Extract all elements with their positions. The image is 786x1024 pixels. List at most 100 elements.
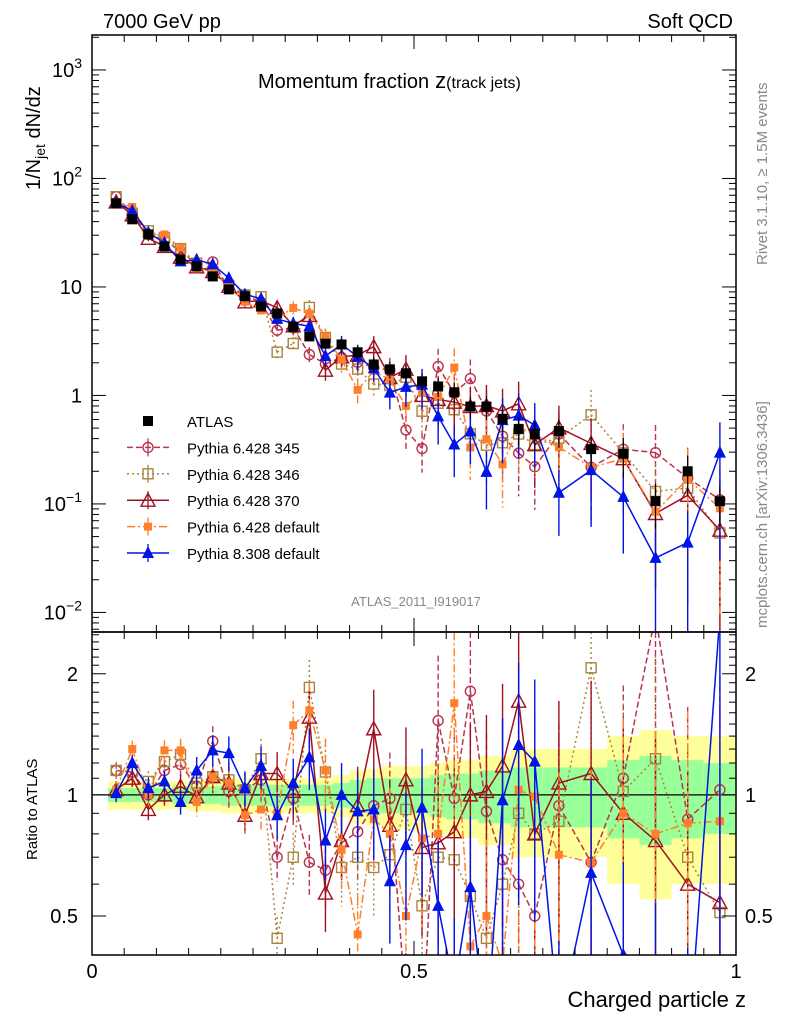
y-tick-label: 103 bbox=[52, 55, 82, 82]
series-pythia-6-428-345-line bbox=[534, 433, 560, 468]
main-plot-frame bbox=[91, 34, 737, 633]
series-pythia-6-428-346-line bbox=[180, 248, 198, 264]
series-pythia-6-428-345-ratio-line bbox=[389, 798, 403, 955]
legend-label: Pythia 6.428 346 bbox=[187, 467, 300, 484]
atlas-data-point bbox=[320, 338, 331, 349]
series-pythia-8-308-default-line bbox=[469, 431, 488, 473]
atlas-data-point bbox=[288, 321, 299, 332]
series-pythia-6-428-370-ratio-line bbox=[389, 779, 407, 826]
series-pythia-6-428-346-ratio-line bbox=[405, 809, 423, 906]
atlas-data-point bbox=[400, 368, 411, 379]
series-pythia-6-428-default-line bbox=[389, 379, 407, 407]
ratio-data-point bbox=[222, 746, 235, 759]
ratio-plot-content bbox=[92, 632, 736, 955]
series-pythia-8-308-default-ratio bbox=[110, 632, 721, 955]
series-pythia-6-428-370-line bbox=[622, 458, 657, 514]
series-pythia-6-428-346-line bbox=[115, 196, 133, 214]
ratio-data-point bbox=[353, 930, 362, 939]
series-pythia-6-428-346-ratio-line bbox=[687, 856, 721, 913]
atlas-data-point bbox=[336, 339, 347, 350]
ratio-y-tick-label-right: 1 bbox=[745, 785, 756, 807]
ratio-data-point bbox=[585, 865, 598, 878]
x-tick-label: 0.5 bbox=[400, 961, 428, 983]
atlas-data-point bbox=[352, 347, 363, 358]
ratio-data-point bbox=[462, 786, 479, 802]
series-pythia-6-428-346-line bbox=[687, 487, 721, 534]
atlas-data-point bbox=[650, 496, 661, 507]
series-pythia-6-428-370-ratio-line bbox=[244, 773, 262, 816]
series-pythia-6-428-default-ratio-line bbox=[558, 854, 592, 864]
series-pythia-6-428-default-ratio-line bbox=[655, 822, 688, 835]
data-point bbox=[353, 385, 362, 394]
ratio-data-point bbox=[321, 766, 330, 775]
series-pythia-6-428-346-ratio-line bbox=[654, 758, 689, 858]
series-pythia-8-308-default-ratio-line bbox=[469, 887, 479, 955]
legend-label: Pythia 6.428 370 bbox=[187, 493, 300, 510]
ratio-data-point bbox=[554, 850, 563, 859]
y-axis-label-main: 1/Njet dN/dz bbox=[23, 86, 48, 190]
series-pythia-6-428-345-ratio-line bbox=[657, 632, 689, 820]
ratio-data-point bbox=[257, 805, 266, 814]
data-point bbox=[448, 437, 461, 450]
series-pythia-6-428-345-line bbox=[421, 366, 439, 449]
series-pythia-6-428-370-ratio-line bbox=[131, 777, 150, 810]
ratio-data-point bbox=[206, 743, 219, 756]
series-pythia-6-428-345-line bbox=[687, 477, 721, 501]
data-point bbox=[399, 379, 412, 392]
legend-entry: Pythia 6.428 370 bbox=[127, 491, 300, 510]
series-pythia-6-428-345-ratio-line bbox=[687, 789, 721, 820]
series-pythia-6-428-346-ratio-line bbox=[453, 859, 472, 897]
ratio-data-point bbox=[224, 779, 233, 788]
x-tick-label: 0 bbox=[86, 961, 97, 983]
series-pythia-6-428-346-ratio-line bbox=[357, 856, 375, 869]
atlas-data-point bbox=[223, 284, 234, 295]
data-point bbox=[126, 203, 139, 216]
legend: ATLAS Pythia 6.428 345 Pythia 6.428 346 Pyt… bbox=[127, 414, 320, 563]
legend-label: ATLAS bbox=[187, 414, 233, 431]
data-point bbox=[222, 271, 235, 284]
series-pythia-8-308-default-ratio-line bbox=[276, 782, 294, 816]
series-pythia-6-428-346-ratio-line bbox=[373, 854, 391, 869]
series-pythia-8-308-default-line bbox=[622, 496, 657, 559]
data-point bbox=[289, 303, 298, 312]
series-pythia-6-428-345-ratio-line bbox=[453, 691, 472, 799]
series-pythia-8-308-default-ratio-line bbox=[405, 807, 423, 846]
ratio-data-point bbox=[126, 756, 139, 769]
series-pythia-8-308-default-ratio-line bbox=[115, 762, 133, 794]
atlas-data-point bbox=[256, 301, 267, 312]
legend-marker bbox=[142, 468, 154, 480]
series-pythia-6-428-345-ratio-line bbox=[116, 769, 133, 773]
ratio-data-point bbox=[416, 800, 429, 813]
series-pythia-6-428-370-ratio-line bbox=[654, 840, 689, 885]
data-point bbox=[446, 393, 463, 409]
ratio-data-point bbox=[268, 765, 286, 781]
atlas-data-point bbox=[529, 429, 540, 440]
series-pythia-8-308-default-ratio-line bbox=[458, 886, 472, 955]
data-point bbox=[713, 445, 726, 458]
ratio-data-point bbox=[619, 809, 628, 818]
atlas-data-point bbox=[272, 308, 283, 319]
ratio-data-point bbox=[464, 685, 477, 697]
x-tick-label: 1 bbox=[730, 961, 741, 983]
series-pythia-6-428-370-ratio-line bbox=[373, 728, 391, 826]
ratio-data-point bbox=[128, 745, 137, 754]
data-point bbox=[383, 385, 396, 398]
y-tick-label: 1 bbox=[71, 385, 82, 407]
y-axis-label-ratio: Ratio to ATLAS bbox=[24, 759, 41, 860]
series-pythia-6-428-370-ratio-line bbox=[622, 812, 656, 842]
series-pythia-6-428-345-line bbox=[518, 452, 536, 468]
y-tick-label: 10−2 bbox=[44, 597, 82, 624]
data-point bbox=[319, 348, 332, 361]
series-pythia-6-428-default-ratio-line bbox=[356, 819, 375, 935]
series-pythia-6-428-345-ratio-line bbox=[373, 797, 391, 807]
data-point bbox=[649, 446, 662, 459]
series-pythia-6-428-default-ratio-line bbox=[405, 838, 423, 917]
ratio-data-point bbox=[124, 769, 141, 785]
series-pythia-8-308-default-line bbox=[485, 419, 504, 473]
header-right: Soft QCD bbox=[647, 11, 733, 33]
atlas-data-point bbox=[304, 331, 315, 342]
series-pythia-6-428-346-ratio-line bbox=[389, 809, 407, 855]
series-pythia-6-428-346-line bbox=[534, 437, 560, 446]
ratio-data-point bbox=[192, 798, 201, 807]
